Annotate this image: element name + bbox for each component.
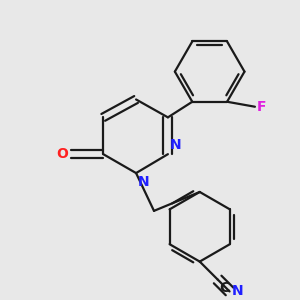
Text: N: N (138, 175, 150, 189)
Text: C: C (220, 281, 230, 296)
Text: N: N (232, 284, 243, 298)
Text: F: F (257, 100, 266, 114)
Text: N: N (170, 138, 182, 152)
Text: O: O (57, 147, 68, 161)
